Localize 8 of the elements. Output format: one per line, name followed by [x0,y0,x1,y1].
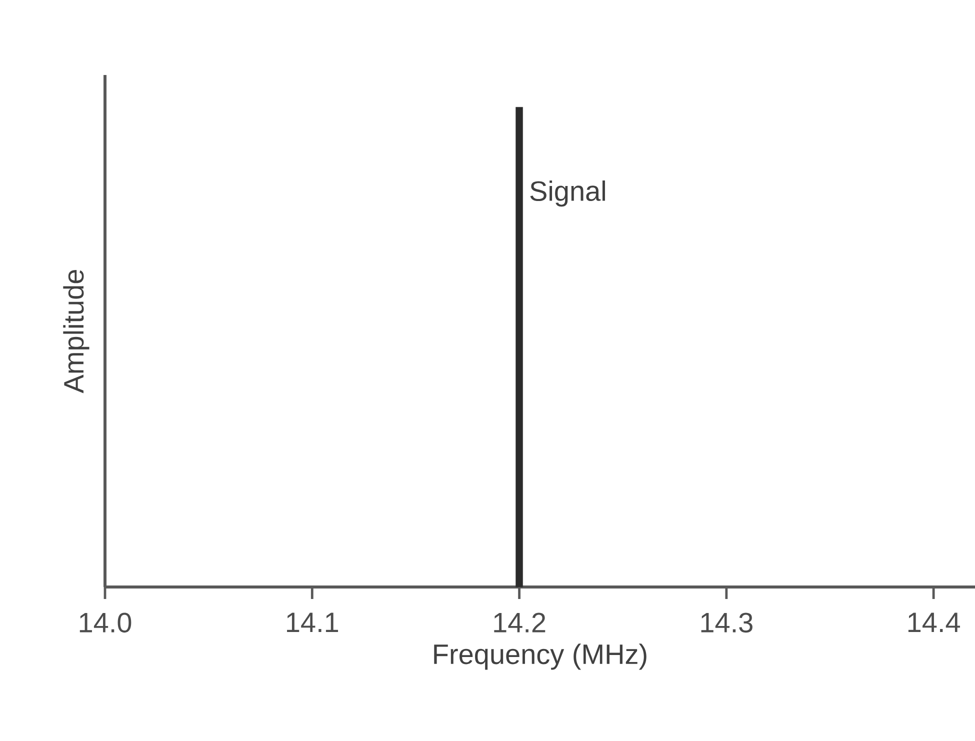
x-tick-label: 14.4 [908,612,960,632]
x-tick-label: 14.3 [701,612,752,633]
annotation: Signal [530,180,605,207]
y-axis-title: Amplitude [63,270,90,394]
x-tick-label: 14.0 [80,612,132,633]
x-axis-title: Frequency (MHz) [434,644,646,670]
x-tick-label: 14.1 [287,612,338,632]
x-tick-label: 14.2 [494,612,546,632]
